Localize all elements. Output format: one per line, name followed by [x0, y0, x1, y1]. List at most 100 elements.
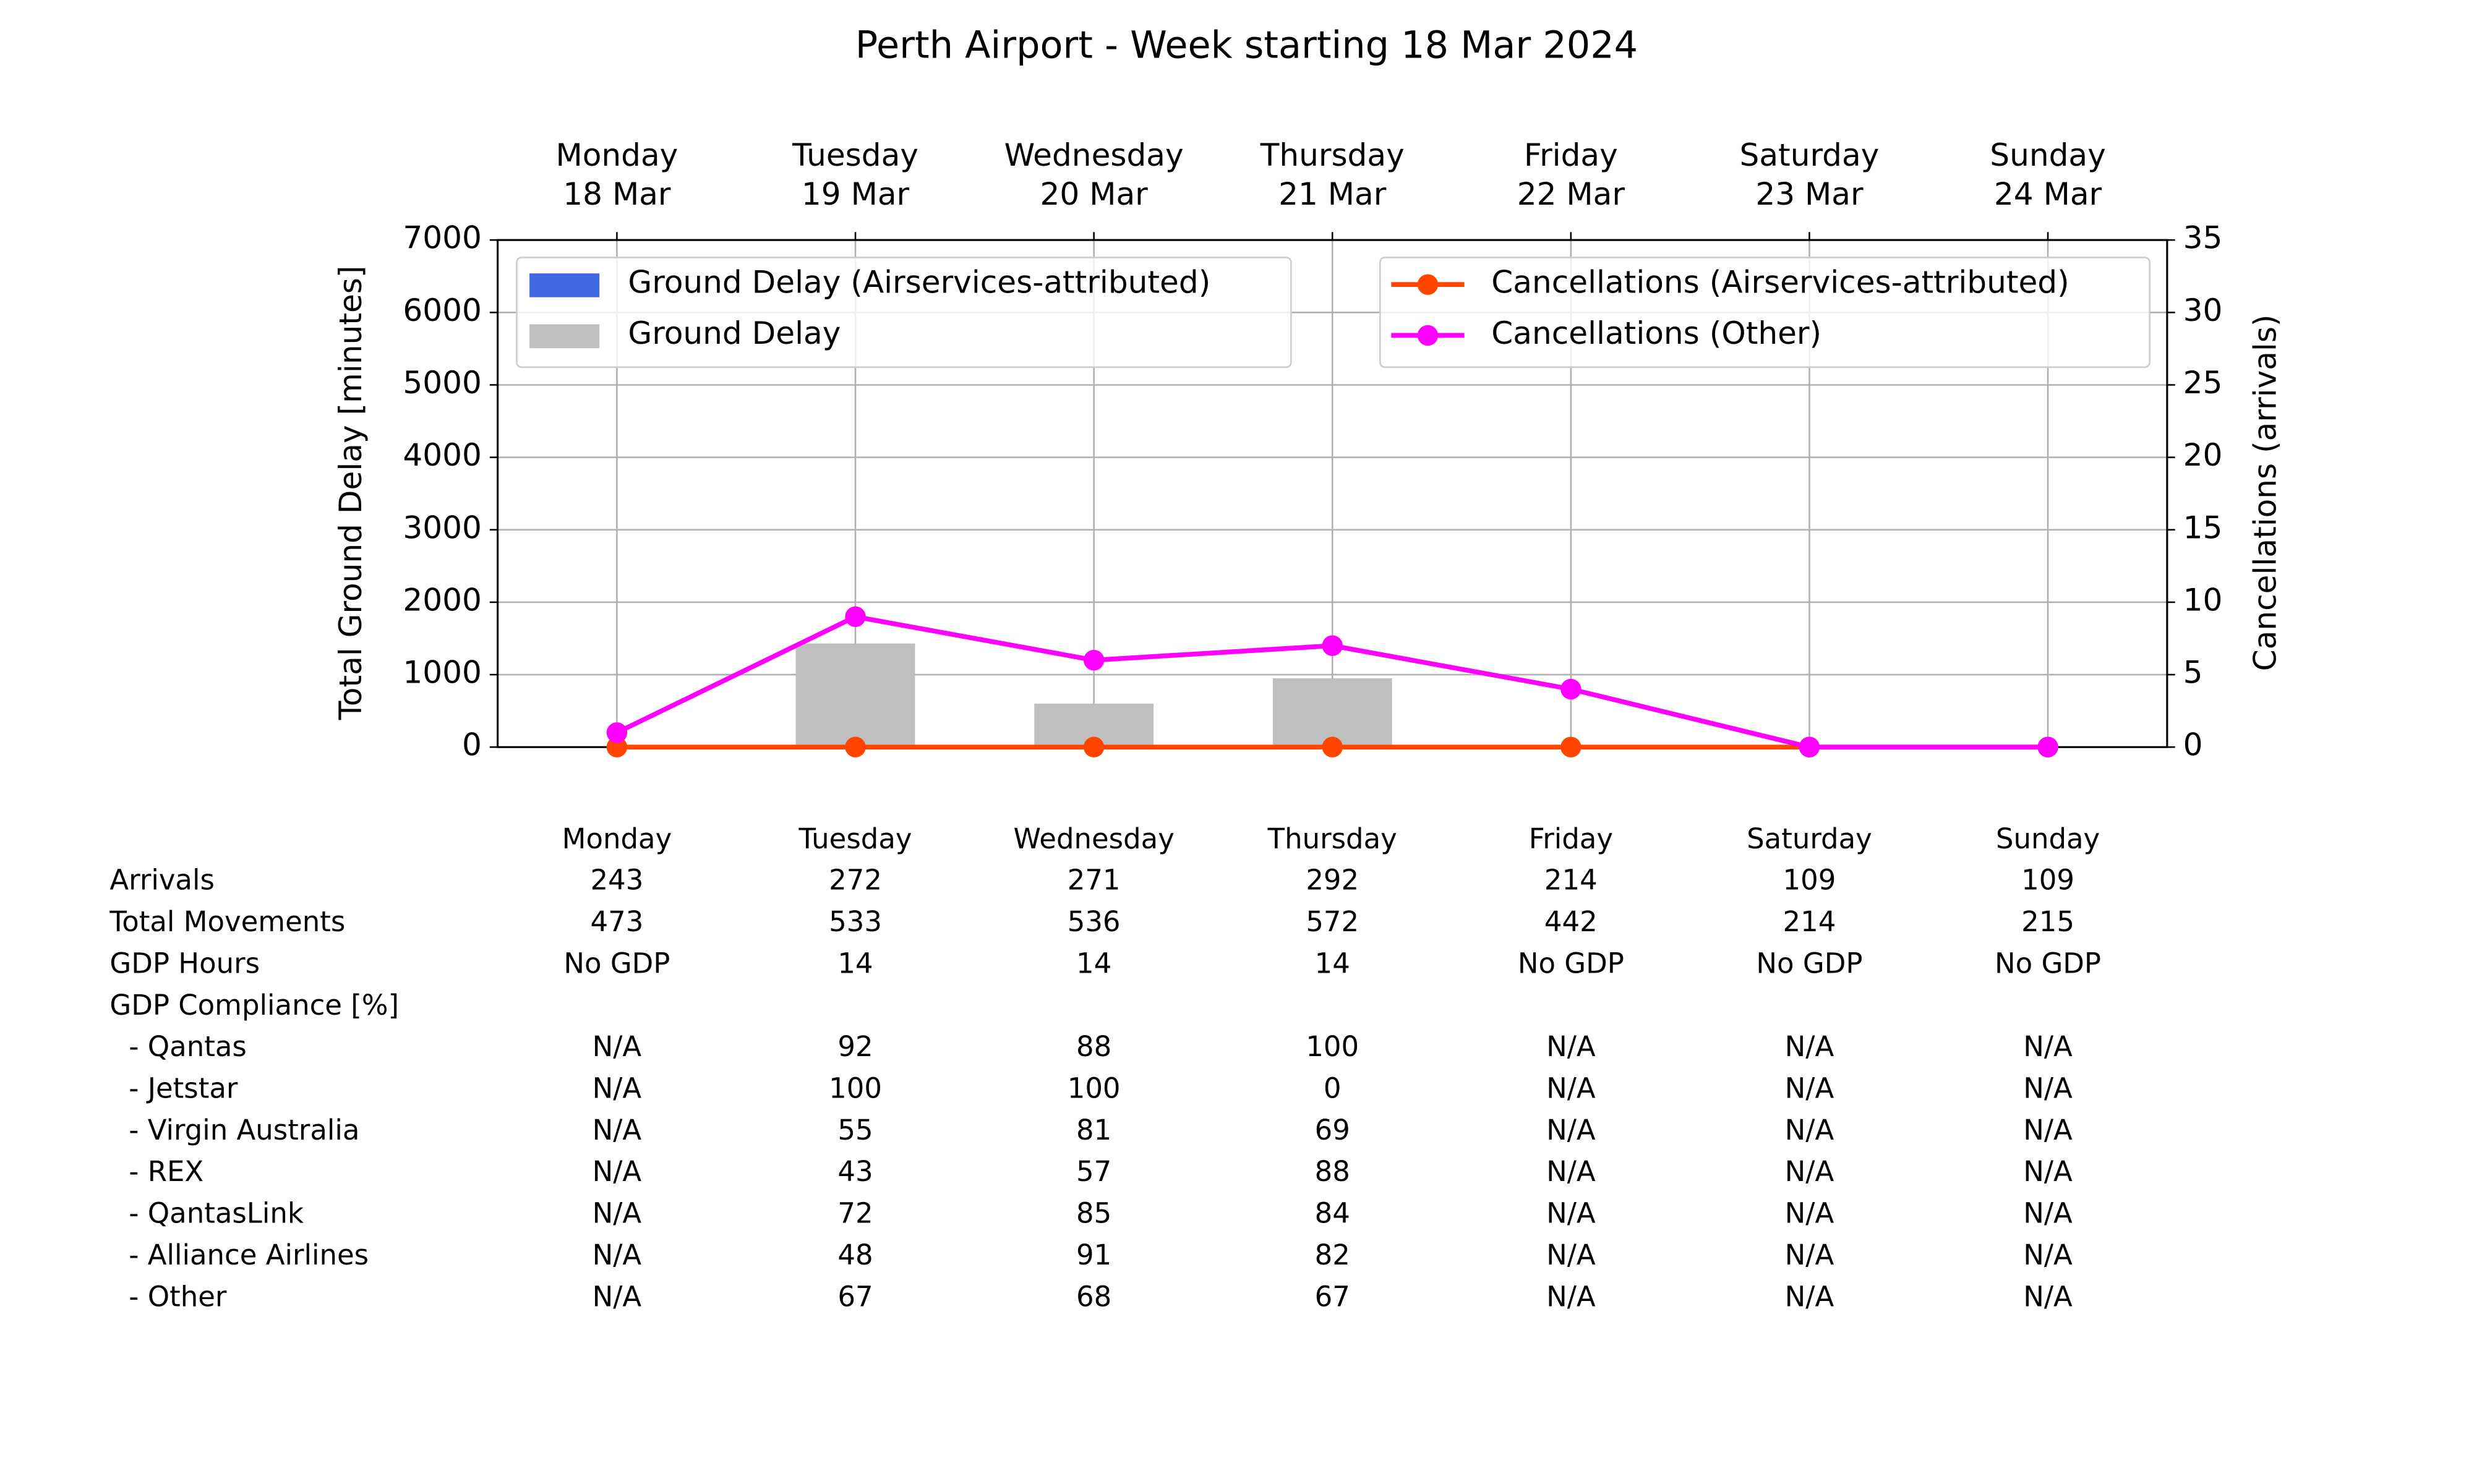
table-cell: 67 [837, 1280, 873, 1313]
marker [2037, 736, 2058, 757]
table-cell: 109 [2021, 864, 2074, 897]
y2-tick-label: 30 [2183, 292, 2223, 328]
marker [606, 736, 628, 757]
table-cell: N/A [2023, 1030, 2073, 1063]
table-cell: 0 [1324, 1072, 1342, 1104]
table-row-label: Arrivals [109, 864, 215, 897]
table-row-label: - Qantas [129, 1030, 247, 1063]
table-header: Tuesday [798, 822, 912, 855]
table-cell: N/A [1785, 1030, 1834, 1063]
x-tick-label: Friday [1524, 137, 1618, 173]
table-cell: 536 [1068, 905, 1121, 938]
x-tick-label: Tuesday [792, 137, 918, 173]
table-cell: 442 [1544, 905, 1598, 938]
table-row-label: - Virgin Australia [129, 1114, 359, 1146]
table-cell: 81 [1076, 1114, 1111, 1146]
table-cell: N/A [1546, 1072, 1596, 1104]
table-cell: N/A [1785, 1155, 1834, 1188]
table-row-label: - Other [129, 1280, 227, 1313]
table-cell: 243 [591, 864, 644, 897]
legend-swatch [529, 324, 600, 348]
table-cell: 100 [1068, 1072, 1121, 1104]
table-cell: 67 [1315, 1280, 1350, 1313]
table-header: Thursday [1267, 822, 1397, 855]
table-row-label: - REX [129, 1155, 203, 1188]
table-row-label: - QantasLink [129, 1197, 304, 1230]
table-cell: 533 [829, 905, 882, 938]
legend-marker [1417, 325, 1439, 346]
y2-axis-label: Cancellations (arrivals) [2246, 314, 2283, 671]
y-tick-label: 1000 [403, 654, 482, 691]
table-cell: N/A [1785, 1239, 1834, 1271]
y-tick-label: 3000 [403, 509, 482, 545]
marker [1083, 736, 1105, 757]
table-cell: 100 [829, 1072, 882, 1104]
table-cell: N/A [1546, 1030, 1596, 1063]
x-tick-label: Sunday [1990, 137, 2106, 173]
table-header: Sunday [1996, 822, 2100, 855]
x-tick-label: 20 Mar [1040, 176, 1149, 212]
legend-box [516, 257, 1292, 369]
table-header: Saturday [1747, 822, 1872, 855]
legend-marker [1417, 274, 1439, 295]
table-cell: N/A [593, 1239, 642, 1271]
marker [1799, 736, 1820, 757]
x-tick-label: Thursday [1260, 137, 1405, 173]
y2-tick-label: 10 [2183, 581, 2223, 618]
table-cell: N/A [2023, 1239, 2073, 1271]
table-cell: N/A [1546, 1114, 1596, 1146]
legend-label: Ground Delay (Airservices-attributed) [628, 264, 1210, 301]
marker [845, 606, 866, 628]
table-cell: 91 [1076, 1239, 1111, 1271]
table-cell: 92 [837, 1030, 873, 1063]
table-header: Friday [1529, 822, 1613, 855]
table-cell: 572 [1306, 905, 1359, 938]
marker [1322, 635, 1343, 656]
table-cell: 214 [1544, 864, 1598, 897]
table-cell: 14 [837, 947, 873, 979]
table-cell: 88 [1076, 1030, 1111, 1063]
table-cell: 72 [837, 1197, 873, 1230]
table-cell: 69 [1315, 1114, 1350, 1146]
table-cell: N/A [593, 1030, 642, 1063]
x-tick-label: 22 Mar [1517, 176, 1625, 212]
table-row-label: Total Movements [109, 905, 345, 938]
marker [1560, 678, 1582, 700]
table-cell: 48 [837, 1239, 873, 1271]
table-cell: 55 [837, 1114, 873, 1146]
y-tick-label: 0 [462, 727, 482, 763]
table-cell: 82 [1315, 1239, 1350, 1271]
y-tick-label: 7000 [403, 220, 482, 256]
table-cell: N/A [2023, 1114, 2073, 1146]
x-tick-label: Wednesday [1004, 137, 1184, 173]
table-cell: 14 [1076, 947, 1111, 979]
legend-label: Cancellations (Other) [1491, 315, 1821, 351]
marker [1560, 736, 1582, 757]
y-tick-label: 4000 [403, 437, 482, 473]
table-cell: 84 [1315, 1197, 1350, 1230]
x-tick-label: Saturday [1740, 137, 1880, 173]
marker [1322, 736, 1343, 757]
y2-tick-label: 0 [2183, 727, 2203, 763]
x-tick-label: Monday [556, 137, 678, 173]
x-tick-label: 23 Mar [1755, 176, 1864, 212]
table-cell: N/A [1546, 1155, 1596, 1188]
table-row-label: GDP Hours [109, 947, 260, 979]
table-cell: 68 [1076, 1280, 1111, 1313]
table-cell: N/A [1785, 1114, 1834, 1146]
table-row-label: GDP Compliance [%] [109, 989, 399, 1021]
table-cell: No GDP [1518, 947, 1624, 979]
table-cell: 473 [591, 905, 644, 938]
table-cell: N/A [1546, 1280, 1596, 1313]
table-cell: 214 [1783, 905, 1836, 938]
table-cell: 85 [1076, 1197, 1111, 1230]
table-cell: 292 [1306, 864, 1359, 897]
y-tick-label: 5000 [403, 364, 482, 401]
y-tick-label: 6000 [403, 292, 482, 328]
table-cell: N/A [593, 1114, 642, 1146]
table-cell: 215 [2021, 905, 2074, 938]
table-cell: N/A [1546, 1197, 1596, 1230]
marker [1083, 649, 1105, 671]
legend-swatch [529, 273, 600, 297]
